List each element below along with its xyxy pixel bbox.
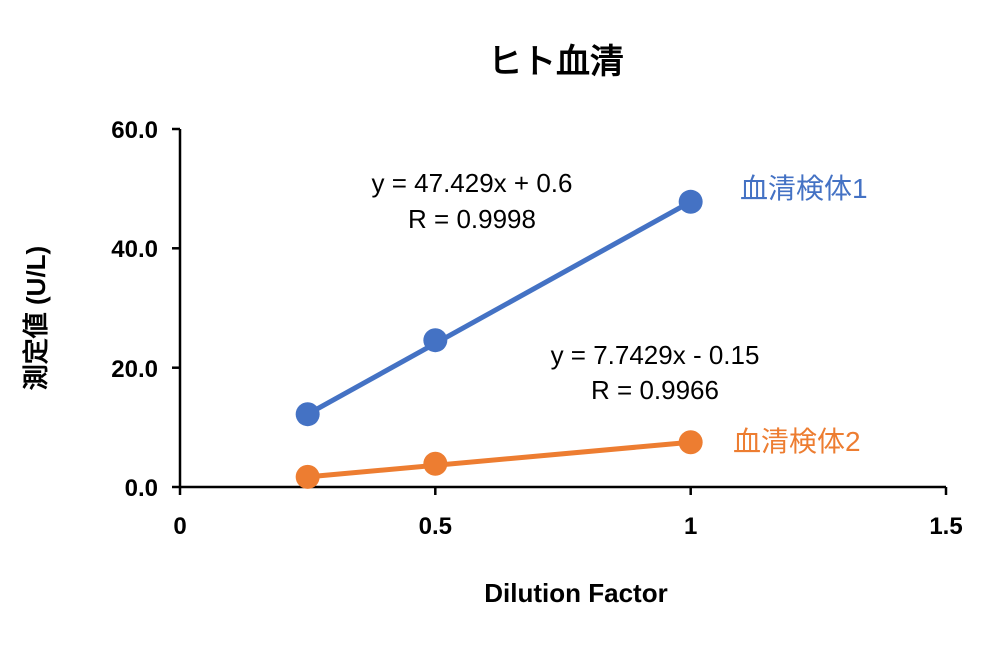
x-tick-label: 1 — [684, 513, 697, 540]
series-2-equation: y = 7.7429x - 0.15 — [551, 340, 760, 370]
series-1-label: 血清検体1 — [740, 173, 868, 204]
x-axis-label: Dilution Factor — [484, 578, 667, 608]
x-axis: 0 0.5 1 1.5 — [173, 485, 963, 540]
series-1-line — [306, 199, 692, 417]
chart-title: ヒト血清 — [488, 43, 624, 81]
series-1: y = 47.429x + 0.6 R = 0.9998 血清検体1 — [295, 168, 868, 427]
series-2-label: 血清検体2 — [733, 426, 861, 457]
y-axis-label: 測定値 (U/L) — [21, 246, 51, 390]
series-2: y = 7.7429x - 0.15 R = 0.9966 血清検体2 — [295, 340, 861, 489]
y-tick-label: 40.0 — [111, 236, 158, 263]
series-2-r-value: R = 0.9966 — [591, 375, 719, 405]
y-tick-label: 60.0 — [111, 117, 158, 144]
y-tick-label: 0.0 — [125, 475, 158, 502]
series-1-equation: y = 47.429x + 0.6 — [372, 168, 573, 198]
x-tick-label: 1.5 — [929, 513, 962, 540]
series-2-point — [678, 430, 703, 455]
series-1-point — [423, 328, 448, 353]
series-2-point — [423, 451, 448, 476]
x-tick-label: 0.5 — [419, 513, 452, 540]
y-tick-label: 20.0 — [111, 356, 158, 383]
series-1-point — [678, 189, 703, 214]
series-1-r-value: R = 0.9998 — [408, 204, 536, 234]
series-2-point — [295, 464, 320, 489]
series-1-point — [295, 402, 320, 427]
y-axis: 0.0 20.0 40.0 60.0 — [111, 117, 182, 502]
x-tick-label: 0 — [173, 513, 186, 540]
series-2-line — [307, 439, 691, 480]
